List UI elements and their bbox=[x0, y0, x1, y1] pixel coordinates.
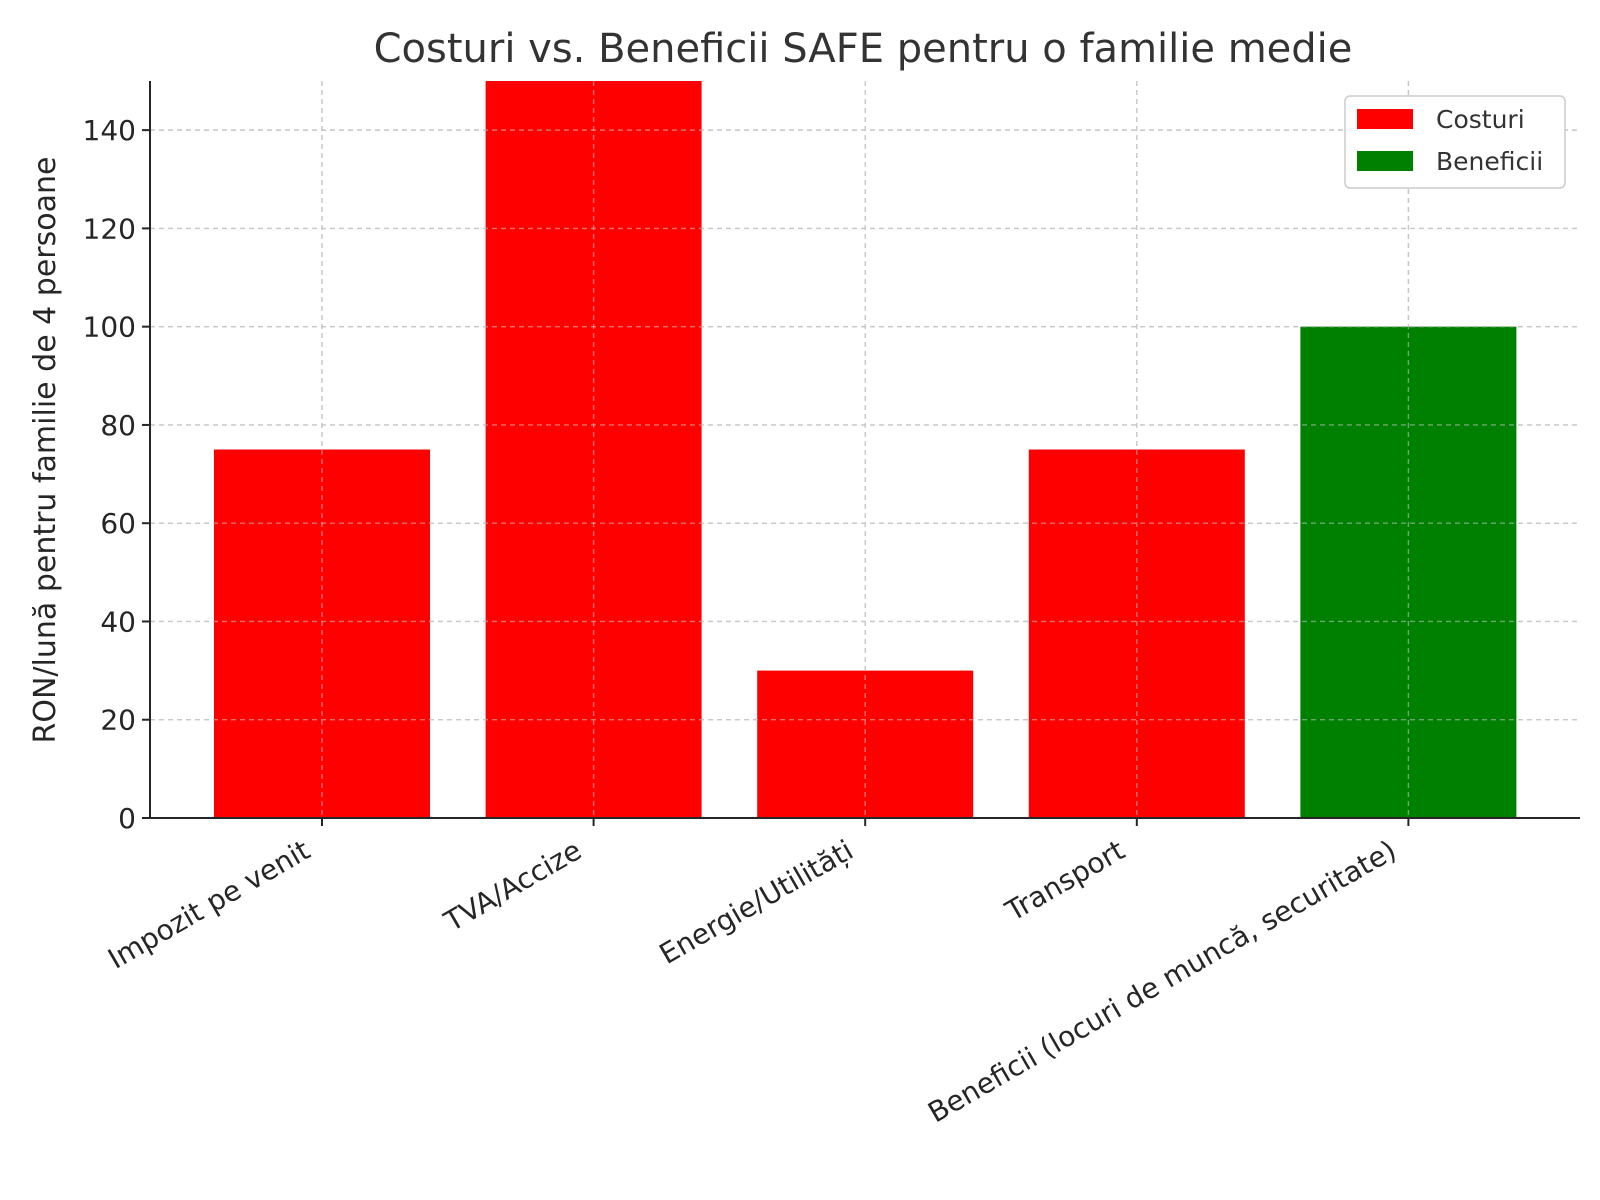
y-axis-label: RON/lună pentru familie de 4 persoane bbox=[28, 157, 63, 744]
y-tick-label: 60 bbox=[100, 507, 136, 540]
x-tick-label: TVA/Accize bbox=[438, 833, 587, 938]
legend-swatch-costuri bbox=[1357, 109, 1413, 129]
y-tick-label: 140 bbox=[83, 114, 136, 147]
y-tick-labels: 0 20 40 60 80 100 120 140 bbox=[83, 114, 136, 835]
chart-title: Costuri vs. Beneficii SAFE pentru o fami… bbox=[374, 26, 1353, 72]
y-tick-label: 20 bbox=[100, 704, 136, 737]
bars bbox=[150, 81, 1580, 819]
legend-label-beneficii: Beneficii bbox=[1436, 147, 1543, 176]
axes bbox=[142, 81, 1580, 826]
y-tick-label: 0 bbox=[118, 802, 136, 835]
x-tick-label: Energie/Utilități bbox=[654, 833, 859, 970]
y-tick-label: 120 bbox=[83, 212, 136, 245]
y-tick-label: 40 bbox=[100, 605, 136, 638]
legend-swatch-beneficii bbox=[1357, 151, 1413, 171]
x-tick-label: Beneficii (locuri de muncă, securitate) bbox=[922, 833, 1401, 1129]
y-tick-label: 80 bbox=[100, 409, 136, 442]
y-tick-label: 100 bbox=[83, 311, 136, 344]
legend-label-costuri: Costuri bbox=[1436, 105, 1525, 134]
x-tick-labels: Impozit pe venit TVA/Accize Energie/Utilit… bbox=[102, 833, 1401, 1129]
legend: Costuri Beneficii bbox=[1344, 95, 1566, 189]
x-tick-label: Impozit pe venit bbox=[102, 833, 315, 975]
x-tick-label: Transport bbox=[999, 833, 1130, 928]
